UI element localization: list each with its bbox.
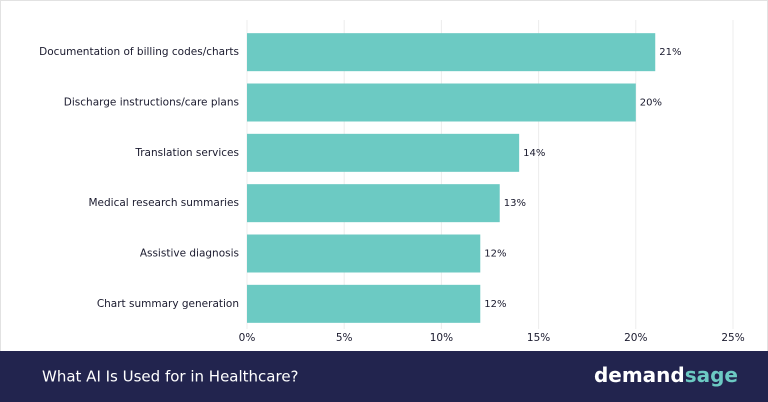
- x-tick-label: 20%: [624, 332, 647, 344]
- bar: [247, 284, 481, 323]
- value-label: 13%: [504, 198, 526, 209]
- value-label: 12%: [484, 249, 506, 260]
- y-tick-label: Discharge instructions/care plans: [64, 97, 239, 109]
- brand-part: demand: [594, 363, 685, 387]
- footer-bar: [0, 351, 768, 402]
- value-label: 14%: [523, 148, 545, 159]
- value-label: 12%: [484, 299, 506, 310]
- bar: [247, 83, 636, 122]
- bar: [247, 234, 481, 273]
- bar: [247, 184, 500, 223]
- y-tick-label: Chart summary generation: [97, 298, 239, 310]
- y-tick-label: Medical research summaries: [88, 197, 239, 209]
- bar: [247, 33, 656, 72]
- x-tick-label: 10%: [430, 332, 453, 344]
- x-tick-label: 5%: [336, 332, 353, 344]
- brand-part: sage: [685, 363, 738, 387]
- y-tick-label: Assistive diagnosis: [140, 248, 239, 260]
- value-label: 21%: [659, 47, 681, 58]
- x-tick-label: 25%: [721, 332, 744, 344]
- chart-title: What AI Is Used for in Healthcare?: [42, 368, 299, 386]
- y-tick-label: Translation services: [134, 147, 239, 159]
- bar: [247, 133, 520, 172]
- x-tick-label: 0%: [239, 332, 256, 344]
- brand-logo: demandsage: [594, 363, 738, 387]
- x-tick-label: 15%: [527, 332, 550, 344]
- y-tick-label: Documentation of billing codes/charts: [39, 46, 239, 58]
- value-label: 20%: [640, 98, 662, 109]
